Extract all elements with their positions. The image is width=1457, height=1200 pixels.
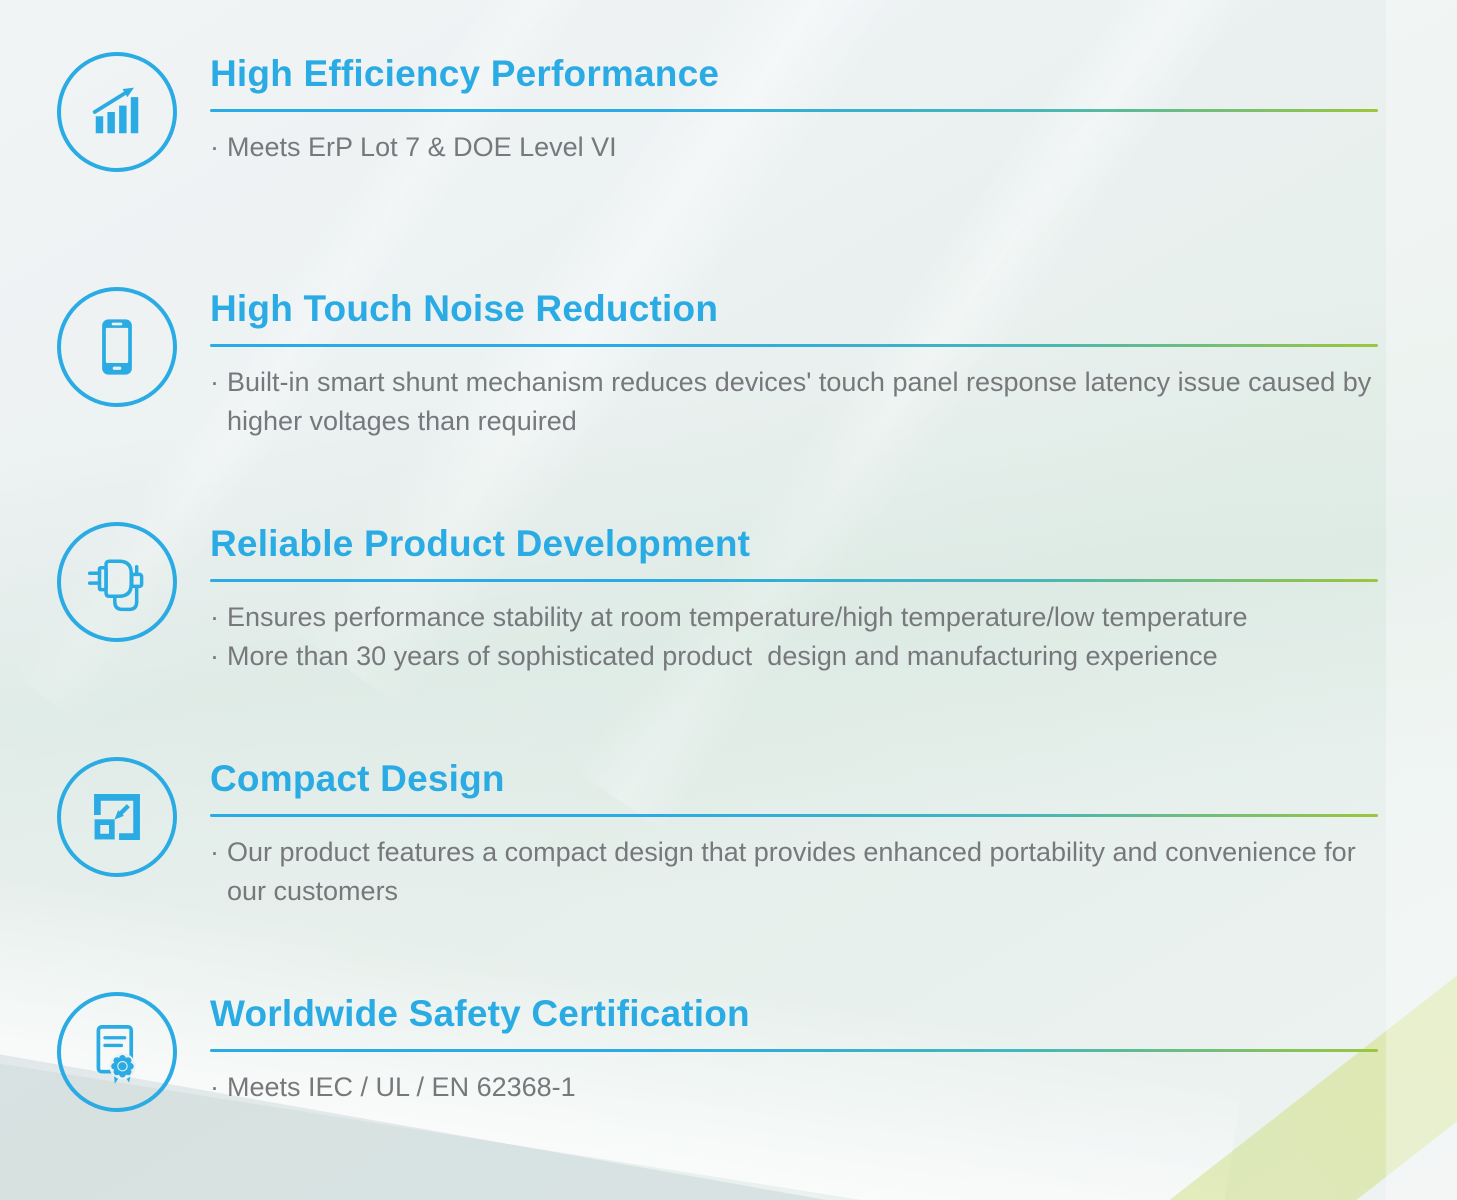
- bullet-text: Meets IEC / UL / EN 62368-1: [227, 1072, 576, 1102]
- bullet-dot: ·: [210, 367, 219, 397]
- feature-bullets: · Meets ErP Lot 7 & DOE Level VI: [210, 128, 1402, 167]
- feature-content: Reliable Product Development · Ensures pe…: [210, 522, 1402, 676]
- feature-bullets: · Built-in smart shunt mechanism reduces …: [210, 363, 1402, 441]
- feature-content: Compact Design · Our product features a c…: [210, 757, 1402, 911]
- power-adapter-icon: [57, 522, 177, 642]
- bullet-text: More than 30 years of sophisticated prod…: [227, 641, 1218, 671]
- bullet-dot: ·: [210, 641, 219, 671]
- feature-bullets: · Meets IEC / UL / EN 62368-1: [210, 1068, 1402, 1107]
- feature-title: Worldwide Safety Certification: [210, 993, 750, 1034]
- feature-title: High Touch Noise Reduction: [210, 288, 719, 329]
- bullet-item: · Meets ErP Lot 7 & DOE Level VI: [210, 128, 1402, 167]
- title-underline: [210, 579, 1378, 582]
- feature-section: Reliable Product Development · Ensures pe…: [0, 522, 1457, 757]
- feature-section: High Touch Noise Reduction · Built-in sma…: [0, 287, 1457, 522]
- bullet-dot: ·: [210, 837, 219, 867]
- smartphone-icon: [57, 287, 177, 407]
- bullet-item: · Ensures performance stability at room t…: [210, 598, 1402, 637]
- feature-content: High Touch Noise Reduction · Built-in sma…: [210, 287, 1402, 441]
- feature-content: Worldwide Safety Certification · Meets IE…: [210, 992, 1402, 1107]
- feature-section: High Efficiency Performance · Meets ErP L…: [0, 52, 1457, 287]
- bullet-text: Our product features a compact design th…: [227, 837, 1364, 906]
- bullet-text: Meets ErP Lot 7 & DOE Level VI: [227, 132, 617, 162]
- feature-content: High Efficiency Performance · Meets ErP L…: [210, 52, 1402, 167]
- compact-resize-icon: [57, 757, 177, 877]
- feature-title: Compact Design: [210, 758, 505, 799]
- bullet-item: · More than 30 years of sophisticated pro…: [210, 637, 1402, 676]
- title-underline: [210, 109, 1378, 112]
- bullet-dot: ·: [210, 602, 219, 632]
- features-list: High Efficiency Performance · Meets ErP L…: [0, 52, 1457, 1112]
- bullet-dot: ·: [210, 132, 219, 162]
- right-light-strip: [1386, 0, 1457, 1200]
- title-underline: [210, 1049, 1378, 1052]
- feature-title: Reliable Product Development: [210, 523, 751, 564]
- bullet-item: · Our product features a compact design t…: [210, 833, 1402, 911]
- bullet-item: · Built-in smart shunt mechanism reduces …: [210, 363, 1402, 441]
- feature-bullets: · Ensures performance stability at room t…: [210, 598, 1402, 676]
- bullet-text: Built-in smart shunt mechanism reduces d…: [227, 367, 1379, 436]
- feature-title: High Efficiency Performance: [210, 53, 720, 94]
- feature-bullets: · Our product features a compact design t…: [210, 833, 1402, 911]
- bullet-dot: ·: [210, 1072, 219, 1102]
- feature-section: Compact Design · Our product features a c…: [0, 757, 1457, 992]
- bullet-text: Ensures performance stability at room te…: [227, 602, 1248, 632]
- title-underline: [210, 344, 1378, 347]
- bullet-item: · Meets IEC / UL / EN 62368-1: [210, 1068, 1402, 1107]
- bar-chart-growth-icon: [57, 52, 177, 172]
- title-underline: [210, 814, 1378, 817]
- certificate-icon: [57, 992, 177, 1112]
- feature-section: Worldwide Safety Certification · Meets IE…: [0, 992, 1457, 1112]
